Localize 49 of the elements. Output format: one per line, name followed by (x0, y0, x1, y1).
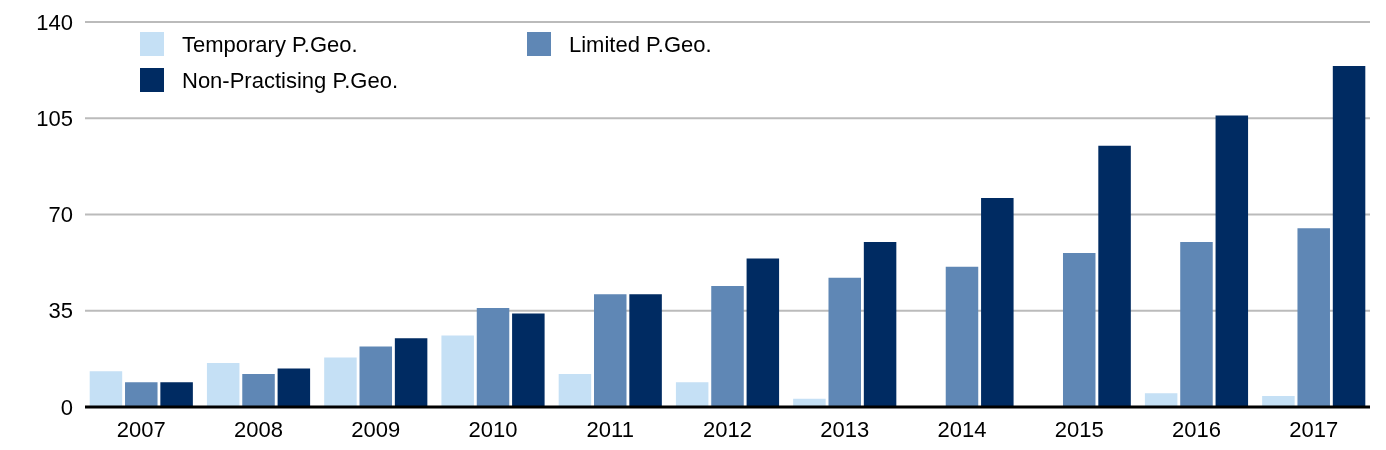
bar (1144, 393, 1178, 407)
bar (394, 338, 428, 407)
bar (476, 308, 510, 407)
x-tick-label: 2014 (937, 417, 987, 442)
x-tick-label: 2011 (586, 417, 634, 442)
bar (629, 294, 662, 407)
bar (828, 277, 861, 407)
bar (441, 335, 474, 407)
x-tick-label: 2008 (234, 417, 283, 442)
y-tick-label: 70 (48, 202, 73, 228)
bar (242, 374, 275, 407)
bar (160, 382, 193, 407)
bar (945, 266, 979, 407)
bar (1098, 145, 1131, 407)
bar (324, 357, 357, 407)
bar (1180, 242, 1213, 407)
y-tick-label: 140 (36, 9, 73, 35)
x-tick-label: 2007 (116, 417, 166, 442)
legend-label: Limited P.Geo. (569, 31, 712, 57)
bar (594, 294, 627, 407)
bar (1262, 396, 1295, 407)
bar (675, 382, 709, 407)
bar (1062, 253, 1096, 407)
x-tick-label: 2009 (351, 417, 401, 442)
x-tick-label: 2010 (468, 417, 518, 442)
x-tick-label: 2016 (1172, 417, 1221, 442)
bar (206, 363, 240, 407)
x-tick-label: 2013 (820, 417, 870, 442)
bar (711, 286, 744, 407)
y-tick-label: 0 (60, 394, 73, 420)
x-tick-label: 2012 (703, 417, 752, 442)
bar (746, 258, 780, 407)
bar (1332, 66, 1366, 407)
legend-label: Temporary P.Geo. (182, 31, 358, 57)
bar (863, 242, 897, 407)
bar (558, 374, 592, 407)
bar (89, 371, 123, 407)
bar (277, 368, 311, 407)
legend-label: Non-Practising P.Geo. (182, 67, 399, 93)
y-tick-label: 35 (48, 298, 73, 324)
x-tick-label: 2017 (1289, 417, 1339, 442)
bar (512, 313, 545, 407)
bar (125, 382, 158, 407)
x-tick-label: 2015 (1054, 417, 1104, 442)
bar (1297, 228, 1330, 407)
bar (1215, 115, 1249, 407)
bar (981, 198, 1014, 407)
y-tick-label: 105 (36, 105, 73, 131)
bar (359, 346, 393, 407)
